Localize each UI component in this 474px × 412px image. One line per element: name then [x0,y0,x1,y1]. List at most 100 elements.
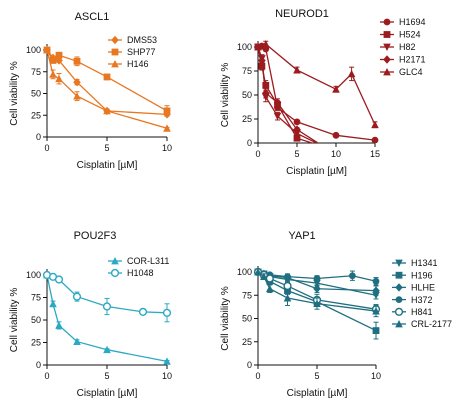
data-point [371,120,379,129]
legend-item: H146 [108,59,149,69]
y-tick-label: 50 [242,314,252,324]
data-point [372,277,380,285]
data-area [253,267,381,340]
legend-item: SHP77 [108,47,156,57]
legend-item: HLHE [392,283,435,293]
data-area [43,45,171,132]
legend-marker [383,43,391,51]
x-axis-label: Cisplatin [µM] [77,160,138,171]
data-point [372,286,380,295]
chart-panel-yap1: YAP1 0 25 50 75 100 0 5 10 Cisplatin [µM] Cell via… [220,230,452,399]
y-tick-label: 75 [31,293,41,303]
y-tick-label: 50 [31,89,41,99]
legend-label: HLHE [411,283,435,293]
legend-item: CRL-2177 [392,319,452,329]
legend-marker [383,18,391,26]
x-tick-label: 10 [331,149,341,159]
y-tick-label: 100 [237,42,252,52]
legend-item: COR-L311 [108,256,169,266]
chart-panel-pou2f3: POU2F3 0 25 50 75 100 0 5 10 Cisplatin [µM] Cell v… [9,230,172,399]
panel-title: NEUROD1 [275,8,329,20]
data-point [265,274,274,283]
data-point [260,272,268,281]
x-tick-label: 15 [370,149,380,159]
data-point [49,299,57,308]
legend-label: H82 [399,42,416,52]
series-crl-2177 [254,268,380,318]
data-point [254,43,262,51]
x-tick-label: 10 [371,371,381,381]
legend-marker [395,320,403,328]
data-point [313,284,321,293]
data-point [262,82,270,89]
legend: DMS53 SHP77 H146 [108,35,157,69]
data-point [138,307,148,317]
data-point [55,321,63,329]
data-point [273,112,282,121]
x-axis-label: Cisplatin [µM] [77,388,138,399]
data-point [55,51,63,59]
data-point [266,284,274,293]
legend-marker [395,296,403,303]
legend-label: H196 [411,270,433,280]
y-axis-label: Cell viability % [9,288,20,353]
data-area [42,270,172,365]
y-tick-label: 25 [242,114,252,124]
legend-marker [383,31,391,38]
y-tick-label: 100 [26,270,41,280]
data-point [347,69,356,78]
data-point [313,275,321,282]
legend-marker [110,268,120,278]
legend-item: H82 [380,42,416,52]
y-axis-label: Cell viability % [220,63,231,128]
data-point [313,299,321,308]
legend: COR-L311 H1048 [108,256,169,278]
data-point [283,281,292,291]
series-cor-l311 [43,271,171,365]
y-tick-label: 100 [26,45,41,55]
y-tick-label: 25 [242,337,252,347]
data-area [254,40,379,143]
legend-marker [395,283,403,292]
series-line [257,45,376,141]
data-point [55,56,63,65]
x-tick-label: 5 [104,371,109,381]
y-tick-label: 50 [31,315,41,325]
x-tick-label: 0 [44,371,49,381]
y-tick-label: 0 [36,132,41,142]
chart-panel-ascl1: ASCL1 0 25 50 75 100 0 5 10 Cisplatin [µM] Cell vi… [9,11,172,171]
legend-label: H2171 [399,55,426,65]
panel-title: ASCL1 [75,11,110,23]
data-point [102,302,112,311]
legend-marker [383,55,391,64]
data-point [54,275,64,284]
series-glc4 [254,40,379,129]
data-point [163,357,171,365]
legend-marker [111,60,119,68]
legend-item: H1341 [392,258,438,268]
data-point [258,62,266,70]
series-shp77 [43,46,171,117]
data-point [371,136,379,143]
data-point [293,66,301,74]
series-line [46,274,168,363]
legend-marker [383,68,391,76]
legend-label: COR-L311 [127,256,169,266]
legend-marker [395,271,403,279]
x-tick-label: 5 [314,371,319,381]
data-point [103,345,111,354]
legend: H1694 H524 H82 H2171 GLC4 [380,17,426,77]
data-point [283,294,292,302]
legend-item: H841 [392,307,433,317]
y-axis-label: Cell viability % [9,61,20,126]
y-tick-label: 25 [31,110,41,120]
data-point [293,134,301,142]
x-tick-label: 0 [255,371,260,381]
series-line [46,49,168,129]
y-tick-label: 0 [247,138,252,148]
legend-label: SHP77 [127,47,156,57]
x-tick-label: 0 [44,143,49,153]
legend-item: H524 [380,30,421,40]
data-point [55,74,63,83]
